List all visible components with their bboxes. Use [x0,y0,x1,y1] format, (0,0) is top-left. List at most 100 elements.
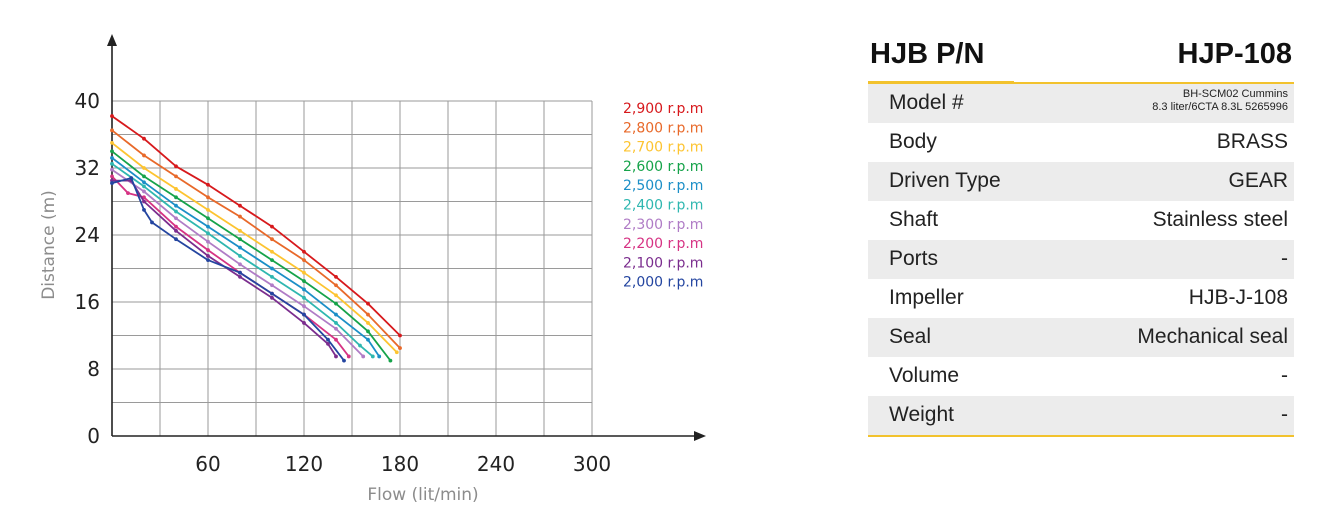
data-point [174,224,178,229]
data-point [174,187,178,191]
spec-value: GEAR [1228,169,1288,192]
spec-row-body: Body BRASS [868,123,1294,162]
spec-header: HJB P/N HJP-108 [868,34,1294,85]
data-point [238,262,242,267]
data-point [206,224,210,229]
spec-value: - [1281,247,1288,270]
data-point [342,358,346,363]
y-tick-label: 32 [75,156,100,180]
data-point [174,195,178,200]
legend-entry: 2,900 r.p.m [623,101,703,117]
legend-entry: 2,200 r.p.m [623,236,703,252]
data-point [358,343,362,348]
y-tick-label: 24 [75,223,100,247]
x-tick-label: 300 [573,452,611,476]
chart-legend: 2,900 r.p.m 2,800 r.p.m 2,700 r.p.m 2,600 r… [623,101,703,291]
legend-entry: 2,100 r.p.m [623,255,703,271]
spec-label: Body [889,130,937,153]
data-point [302,279,306,283]
data-point [270,249,274,254]
x-axis-arrow [694,431,706,441]
series-line [111,175,350,357]
spec-row-shaft: Shaft Stainless steel [868,201,1294,240]
data-point [270,295,274,300]
data-point [334,274,338,279]
data-point [398,333,402,338]
data-point [270,266,274,271]
legend-entry: 2,700 r.p.m [623,140,703,156]
spec-value: HJB-J-108 [1188,286,1288,309]
data-point [302,287,306,292]
data-point [174,209,178,214]
y-tick-label: 0 [87,424,100,448]
data-point [110,174,114,179]
spec-row-seal: Seal Mechanical seal [868,318,1294,357]
series-line [111,150,392,362]
chart-axes [107,34,706,441]
data-point [302,295,306,300]
data-point [110,114,114,118]
data-point [110,181,114,185]
data-point [206,254,210,258]
data-point [110,167,114,172]
chart-grid [111,100,593,437]
spec-row-weight: Weight - [868,396,1294,435]
data-point [238,245,242,250]
data-point [334,293,338,298]
spec-value: Mechanical seal [1137,325,1288,348]
y-tick-label: 16 [75,290,100,314]
legend-entry: 2,000 r.p.m [623,275,703,291]
data-point [346,354,351,359]
data-point [334,326,338,331]
spec-label: Seal [889,325,932,348]
data-point [206,239,210,244]
data-point [110,149,114,154]
data-point [142,166,146,170]
data-point [206,258,210,263]
x-tick-label: 240 [477,452,515,476]
spec-row-volume: Volume - [868,357,1294,396]
spec-label: Model # [889,91,964,114]
series-line [111,163,374,358]
header-accent-bar [868,81,1014,85]
data-point [110,128,114,133]
data-point [302,258,306,263]
data-point [142,184,146,189]
spec-value: - [1281,403,1288,426]
spec-value: BRASS [1216,130,1288,153]
data-point [142,207,146,212]
spec-table: HJB P/N HJP-108 Model # BH-SCM02 Cummins… [868,34,1294,437]
legend-entry: 2,400 r.p.m [623,198,703,214]
x-tick-label: 60 [195,452,220,476]
spec-row-model: Model # BH-SCM02 Cummins 8.3 liter/6CTA 8… [868,84,1294,123]
data-point [366,321,370,325]
data-point [238,270,242,275]
data-point [110,140,114,145]
data-point [174,174,178,179]
pump-performance-chart: 60 120 180 240 300 0 8 16 24 32 40 2,900 r.p.m 2,8… [39,34,706,505]
data-point [366,301,370,306]
data-point [142,199,146,204]
data-point [270,258,274,263]
data-point [361,354,366,359]
spec-header-part-number: HJP-108 [1177,38,1292,70]
spec-label: Driven Type [889,169,1001,192]
spec-label: Ports [889,247,939,270]
data-point [302,249,306,254]
data-point [142,136,146,141]
y-axis-arrow [107,34,117,46]
data-point [334,283,338,288]
data-point [270,224,274,229]
data-point [334,301,338,306]
data-point [270,274,274,279]
x-axis-label: Flow (lit/min) [367,485,478,505]
spec-label: Shaft [889,208,939,231]
spec-header-label: HJB P/N [870,38,985,70]
spec-value: - [1281,364,1288,387]
spec-label: Volume [889,364,960,387]
series-line [111,129,401,349]
data-point [366,329,370,334]
data-point [270,291,274,296]
series-lines [110,114,402,363]
data-point [398,346,402,350]
